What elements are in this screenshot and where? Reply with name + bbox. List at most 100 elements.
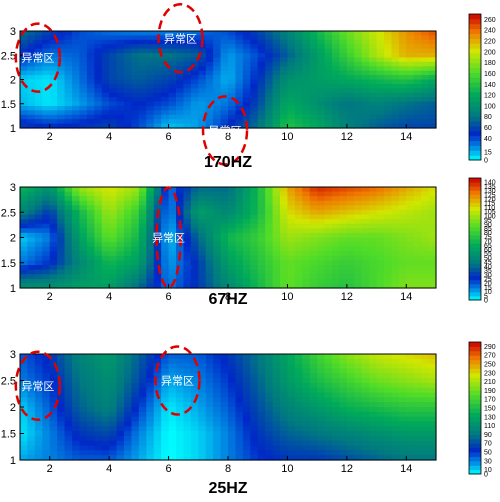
heat-cell <box>109 251 118 257</box>
heat-cell <box>406 92 415 98</box>
heat-cell <box>339 455 348 461</box>
heat-cell <box>131 274 140 280</box>
heat-cell <box>272 354 281 360</box>
heat-cell <box>391 97 400 103</box>
heat-cell <box>124 200 133 206</box>
heat-cell <box>428 219 437 225</box>
heat-cell <box>257 242 266 248</box>
heat-cell <box>228 373 237 379</box>
heat-cell <box>86 92 95 98</box>
heat-cell <box>354 200 363 206</box>
heat-cell <box>332 61 341 67</box>
heat-cell <box>94 445 103 451</box>
heat-cell <box>57 53 66 59</box>
heat-cell <box>94 53 103 59</box>
heat-cell <box>346 48 355 54</box>
heat-cell <box>287 278 296 285</box>
heat-cell <box>131 435 140 442</box>
heat-cell <box>20 407 29 413</box>
heat-cell <box>398 440 407 447</box>
heat-cell <box>302 440 311 447</box>
heat-cell <box>339 83 348 89</box>
heat-cell <box>64 48 73 54</box>
colorbar-swatch <box>469 62 481 69</box>
heat-cell <box>101 455 110 461</box>
heat-cell <box>421 274 430 280</box>
heat-cell <box>146 205 155 211</box>
heat-cell <box>42 251 51 257</box>
heat-cell <box>376 237 385 243</box>
heat-cell <box>213 445 222 451</box>
heat-cell <box>354 378 363 384</box>
heat-cell <box>421 251 430 257</box>
heat-cell <box>332 228 341 234</box>
heat-cell <box>116 219 125 225</box>
heat-cell <box>421 373 430 379</box>
heat-cell <box>421 57 430 63</box>
heat-cell <box>309 402 318 408</box>
heat-cell <box>20 119 29 125</box>
y-tick-label: 2 <box>10 402 16 414</box>
heat-cell <box>376 232 385 239</box>
heat-cell <box>346 237 355 243</box>
heat-cell <box>398 283 407 289</box>
heat-cell <box>250 79 259 85</box>
heat-cell <box>317 278 326 285</box>
heat-cell <box>79 39 88 45</box>
heat-cell <box>42 114 51 120</box>
heat-cell <box>228 187 237 193</box>
heat-cell <box>183 278 192 285</box>
heat-cell <box>235 411 244 418</box>
heat-cell <box>79 53 88 59</box>
colorbar-swatch <box>469 57 481 64</box>
heat-cell <box>309 123 318 129</box>
heat-cell <box>27 265 36 271</box>
heat-cell <box>398 105 407 111</box>
heat-cell <box>354 35 363 41</box>
heat-cell <box>265 44 274 50</box>
heat-cell <box>138 269 147 275</box>
colorbar-swatch <box>469 178 481 183</box>
heat-cell <box>20 123 29 129</box>
heat-cell <box>250 265 259 271</box>
heat-cell <box>287 66 296 72</box>
heat-cell <box>332 378 341 384</box>
heat-cell <box>49 228 58 234</box>
heat-cell <box>220 53 229 59</box>
heat-cell <box>228 209 237 216</box>
heat-cell <box>57 110 66 116</box>
heat-cell <box>176 110 185 116</box>
heat-cell <box>302 368 311 374</box>
heat-cell <box>287 387 296 394</box>
heat-cell <box>339 110 348 116</box>
heat-cell <box>242 191 251 197</box>
heat-cell <box>294 407 303 413</box>
heat-cell <box>49 378 58 384</box>
heat-cell <box>361 39 370 45</box>
heat-cell <box>64 187 73 193</box>
heat-cell <box>49 358 58 365</box>
heat-cell <box>332 196 341 202</box>
heat-cell <box>369 79 378 85</box>
heat-cell <box>250 228 259 234</box>
heat-cell <box>190 242 199 248</box>
colorbar-swatch <box>469 43 481 49</box>
heat-cell <box>384 101 393 107</box>
heat-cell <box>101 358 110 365</box>
heat-cell <box>354 66 363 72</box>
heat-cell <box>413 431 422 437</box>
heat-cell <box>64 209 73 216</box>
heat-cell <box>413 416 422 423</box>
heat-cell <box>317 265 326 271</box>
heat-cell <box>265 255 274 262</box>
heat-cell <box>94 435 103 442</box>
heat-cell <box>332 66 341 72</box>
heat-cell <box>294 358 303 365</box>
heat-cell <box>64 416 73 423</box>
heat-cell <box>146 110 155 116</box>
heat-cell <box>413 260 422 266</box>
heat-cell <box>146 269 155 275</box>
heat-cell <box>176 283 185 289</box>
heat-cell <box>242 209 251 216</box>
heat-cell <box>101 228 110 234</box>
